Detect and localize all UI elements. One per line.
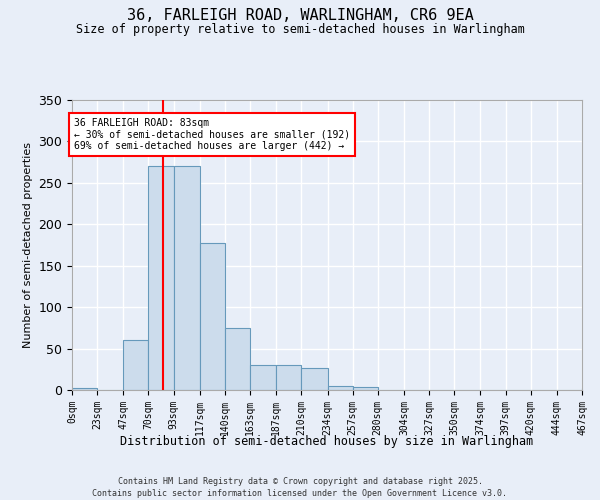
- Bar: [124, 340, 148, 390]
- Bar: [582, 388, 600, 390]
- Bar: [225, 328, 250, 390]
- Bar: [301, 368, 328, 390]
- Bar: [328, 386, 353, 390]
- Bar: [148, 166, 173, 390]
- Bar: [276, 365, 301, 390]
- Bar: [200, 242, 225, 390]
- Text: Contains HM Land Registry data © Crown copyright and database right 2025.
Contai: Contains HM Land Registry data © Crown c…: [92, 476, 508, 498]
- Text: Size of property relative to semi-detached houses in Warlingham: Size of property relative to semi-detach…: [76, 22, 524, 36]
- Text: 36, FARLEIGH ROAD, WARLINGHAM, CR6 9EA: 36, FARLEIGH ROAD, WARLINGHAM, CR6 9EA: [127, 8, 473, 22]
- Bar: [72, 388, 97, 390]
- Bar: [353, 386, 378, 390]
- Text: 36 FARLEIGH ROAD: 83sqm
← 30% of semi-detached houses are smaller (192)
69% of s: 36 FARLEIGH ROAD: 83sqm ← 30% of semi-de…: [74, 118, 350, 152]
- Y-axis label: Number of semi-detached properties: Number of semi-detached properties: [23, 142, 33, 348]
- Bar: [173, 166, 200, 390]
- Text: Distribution of semi-detached houses by size in Warlingham: Distribution of semi-detached houses by …: [121, 435, 533, 448]
- Bar: [250, 365, 276, 390]
